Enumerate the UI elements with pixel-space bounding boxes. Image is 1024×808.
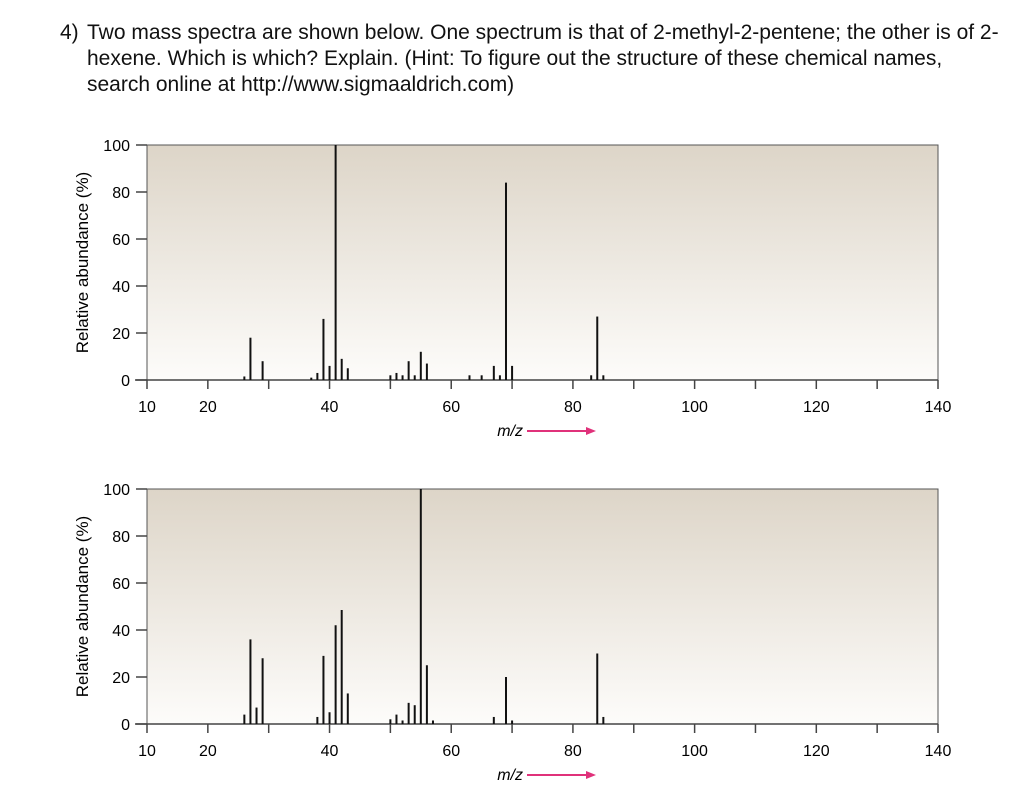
x-tick-label: 60 bbox=[442, 743, 460, 760]
y-tick-label: 80 bbox=[112, 529, 130, 546]
plot-area bbox=[146, 144, 939, 381]
y-tick-label: 40 bbox=[112, 623, 130, 640]
x-axis-label: m/z bbox=[497, 423, 523, 440]
question: 4) Two mass spectra are shown below. One… bbox=[60, 20, 1000, 98]
y-tick-label: 80 bbox=[112, 185, 130, 202]
y-tick-label: 60 bbox=[112, 576, 130, 593]
x-tick-label: 140 bbox=[925, 743, 952, 760]
y-tick-label: 0 bbox=[121, 373, 130, 390]
x-tick-label: 10 bbox=[138, 399, 156, 416]
x-tick-label: 120 bbox=[803, 743, 830, 760]
x-tick-label: 20 bbox=[199, 399, 217, 416]
x-tick-label: 40 bbox=[321, 399, 339, 416]
mass-spectrum-2: 10 20 40 60 80 100 120 140 0 20 40 60 80 100 Relative … bbox=[73, 482, 952, 784]
x-tick-label: 40 bbox=[321, 743, 339, 760]
y-axis-label: Relative abundance (%) bbox=[73, 516, 92, 697]
x-tick-label: 100 bbox=[681, 743, 708, 760]
x-axis-label: m/z bbox=[497, 767, 523, 784]
question-number: 4) bbox=[60, 21, 79, 44]
question-text: Two mass spectra are shown below. One sp… bbox=[87, 21, 999, 96]
y-axis-label: Relative abundance (%) bbox=[73, 172, 92, 353]
x-tick-label: 140 bbox=[925, 399, 952, 416]
y-tick-label: 40 bbox=[112, 279, 130, 296]
x-tick-label: 80 bbox=[564, 399, 582, 416]
y-tick-label: 100 bbox=[103, 138, 130, 155]
x-tick-label: 100 bbox=[681, 399, 708, 416]
y-tick-label: 60 bbox=[112, 232, 130, 249]
arrow-head-icon bbox=[586, 427, 596, 435]
arrow-head-icon bbox=[586, 771, 596, 779]
x-tick-label: 80 bbox=[564, 743, 582, 760]
y-tick-label: 20 bbox=[112, 670, 130, 687]
y-tick-label: 0 bbox=[121, 717, 130, 734]
x-tick-label: 20 bbox=[199, 743, 217, 760]
y-tick-label: 20 bbox=[112, 326, 130, 343]
mass-spectrum-1: 10 20 40 60 80 100 120 140 0 20 40 60 80 100 Relative … bbox=[73, 138, 952, 440]
x-tick-label: 60 bbox=[442, 399, 460, 416]
x-tick-label: 120 bbox=[803, 399, 830, 416]
y-tick-label: 100 bbox=[103, 482, 130, 499]
plot-area bbox=[146, 488, 939, 725]
x-tick-label: 10 bbox=[138, 743, 156, 760]
